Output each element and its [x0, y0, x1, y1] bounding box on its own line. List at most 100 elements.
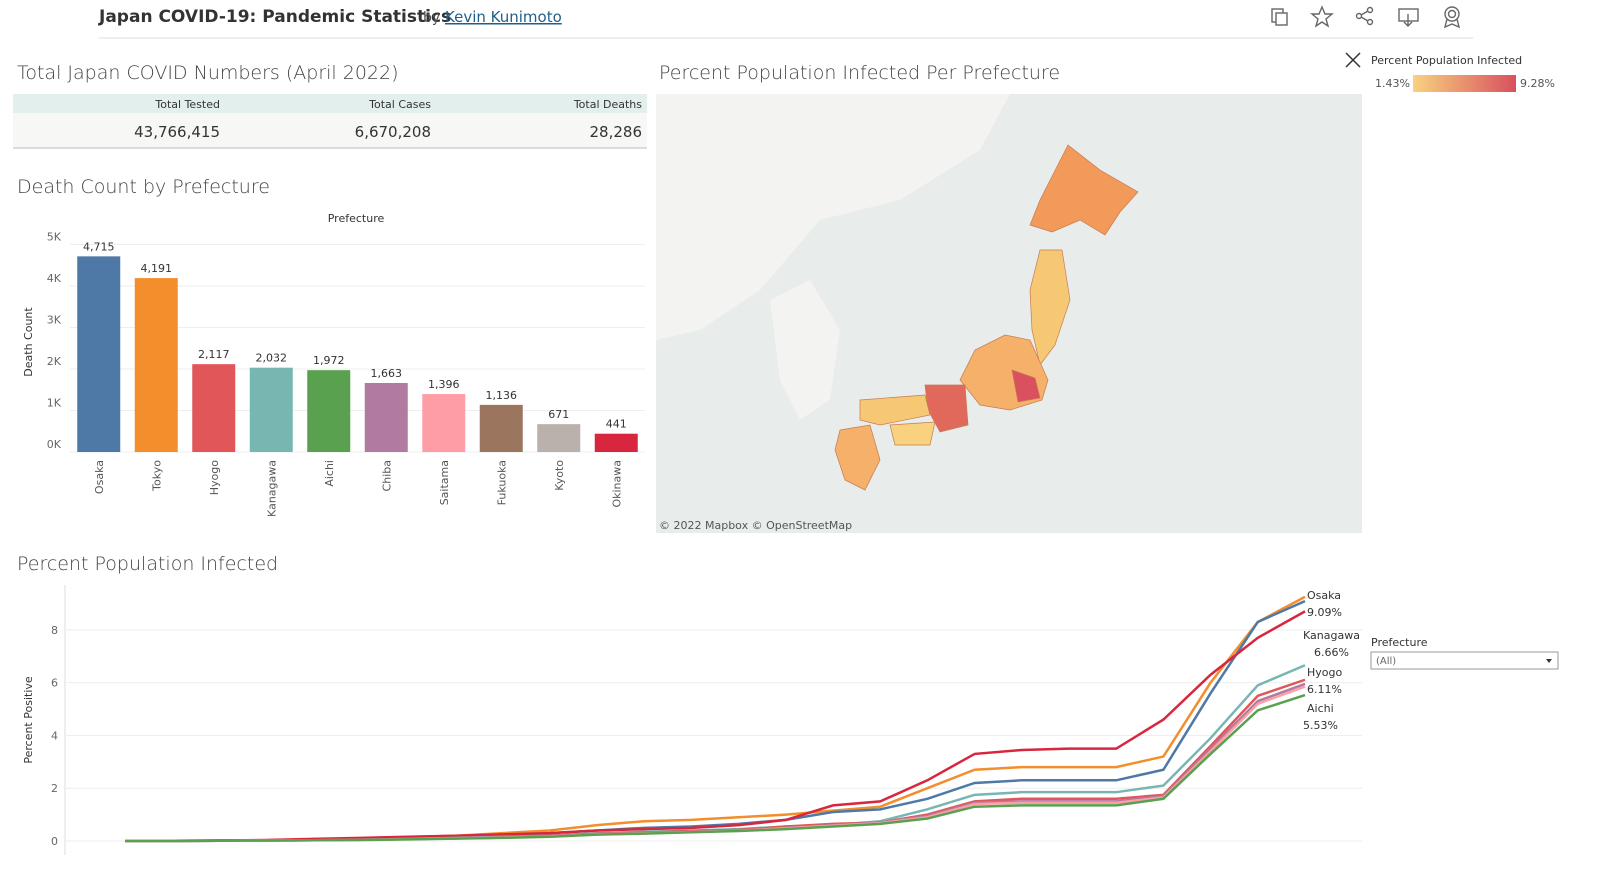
series-end-value: 6.11%	[1307, 683, 1342, 696]
bar	[537, 424, 581, 452]
bar-value-label: 2,032	[256, 352, 288, 365]
japan-prefectures	[834, 144, 1139, 491]
series-end-name: Kanagawa	[1303, 629, 1360, 642]
y-tick-label: 4K	[47, 272, 62, 285]
x-tick-label: Chiba	[380, 460, 393, 491]
series-end-value: 6.66%	[1314, 646, 1349, 659]
column-header: Prefecture	[328, 212, 385, 225]
totals-value-row	[13, 113, 647, 148]
bar	[134, 278, 178, 452]
bar	[364, 382, 408, 452]
x-tick-label: Okinawa	[610, 460, 623, 508]
bar	[479, 404, 523, 452]
y-tick-label: 5K	[47, 231, 62, 244]
tohoku	[1029, 249, 1071, 366]
totals-column-header: Total Tested	[154, 98, 220, 111]
series-line	[125, 678, 1306, 843]
close-icon[interactable]	[1345, 52, 1361, 68]
totals-title: Total Japan COVID Numbers (April 2022)	[17, 62, 399, 84]
map-title: Percent Population Infected Per Prefectu…	[659, 62, 1060, 84]
y-tick-label: 3K	[47, 314, 62, 327]
x-tick-label: Kyoto	[553, 460, 566, 491]
y-tick-label: 6	[51, 677, 58, 690]
y-axis-label: Percent Positive	[22, 676, 35, 764]
x-tick-label: Tokyo	[150, 460, 163, 492]
share-icon[interactable]	[1355, 6, 1374, 26]
filter-arrow	[1546, 659, 1552, 663]
totals-header-row	[13, 94, 647, 113]
x-tick-label: Aichi	[323, 460, 336, 487]
y-tick-label: 0K	[47, 438, 62, 451]
x-tick-label: Hyogo	[208, 460, 221, 495]
series-end-name: Hyogo	[1307, 666, 1342, 679]
bar-value-label: 4,715	[83, 240, 115, 253]
toolbar	[1271, 5, 1461, 29]
series-end-value: 9.09%	[1307, 606, 1342, 619]
y-tick-label: 2	[51, 782, 58, 795]
bar	[422, 394, 466, 452]
x-tick-label: Fukuoka	[495, 460, 508, 505]
map-legend-gradient	[1413, 75, 1516, 92]
y-tick-label: 1K	[47, 397, 62, 410]
bar-value-label: 441	[606, 418, 627, 431]
y-tick-label: 2K	[47, 355, 62, 368]
download-icon[interactable]	[1398, 8, 1419, 27]
totals-value: 28,286	[590, 123, 643, 141]
bar-value-label: 671	[548, 408, 569, 421]
map-attribution: © 2022 Mapbox © OpenStreetMap	[659, 519, 852, 532]
filter-label: Prefecture	[1371, 636, 1428, 649]
y-tick-label: 0	[51, 835, 58, 848]
bar	[77, 256, 121, 452]
author-link[interactable]: Kevin Kunimoto	[445, 8, 562, 26]
filter-value: (All)	[1376, 656, 1396, 667]
chart-title: Death Count by Prefecture	[17, 176, 270, 198]
favorite-icon[interactable]	[1310, 5, 1334, 28]
series-line	[125, 693, 1306, 843]
filter-select[interactable]	[1370, 651, 1559, 670]
totals-value: 6,670,208	[355, 123, 431, 141]
kyushu	[834, 424, 881, 491]
series-line	[124, 610, 1306, 843]
chart-title: Percent Population Infected	[17, 553, 278, 575]
dashboard-title: Japan COVID-19: Pandemic Statistics	[98, 7, 451, 27]
tokyo-area	[1011, 369, 1041, 403]
series-line	[125, 664, 1306, 843]
x-tick-label: Osaka	[93, 460, 106, 494]
hokkaido	[1029, 144, 1139, 236]
series-end-value: 5.53%	[1303, 719, 1338, 732]
map-legend-min: 1.43%	[1375, 77, 1410, 90]
totals-value: 43,766,415	[134, 123, 220, 141]
map-legend-title: Percent Population Infected	[1371, 54, 1522, 67]
bar	[192, 364, 236, 452]
korea-land	[770, 280, 840, 420]
bar-value-label: 4,191	[141, 262, 173, 275]
y-tick-label: 8	[51, 624, 58, 637]
chugoku	[859, 394, 931, 426]
bar-value-label: 1,396	[428, 378, 460, 391]
totals-column-header: Total Cases	[368, 98, 431, 111]
series-end-name: Aichi	[1307, 702, 1334, 715]
bar-value-label: 1,972	[313, 354, 345, 367]
bar-value-label: 2,117	[198, 348, 230, 361]
bar	[307, 370, 351, 452]
totals-column-header: Total Deaths	[573, 98, 642, 111]
asia-land	[656, 94, 1010, 340]
y-axis-label: Death Count	[22, 307, 35, 377]
by-text: by	[423, 10, 440, 26]
map-land	[656, 94, 1010, 420]
bar-value-label: 1,663	[371, 367, 403, 380]
shikoku	[889, 421, 936, 446]
x-tick-label: Saitama	[438, 460, 451, 505]
map-legend-max: 9.28%	[1520, 77, 1555, 90]
bar	[594, 433, 638, 452]
series-line	[124, 599, 1306, 843]
copy-icon-back	[1275, 12, 1288, 26]
x-tick-label: Kanagawa	[265, 460, 278, 517]
bar-value-label: 1,136	[486, 389, 518, 402]
badge-icon[interactable]	[1443, 6, 1461, 29]
series-end-name: Osaka	[1307, 589, 1341, 602]
y-tick-label: 4	[51, 729, 58, 742]
bar	[249, 367, 293, 452]
